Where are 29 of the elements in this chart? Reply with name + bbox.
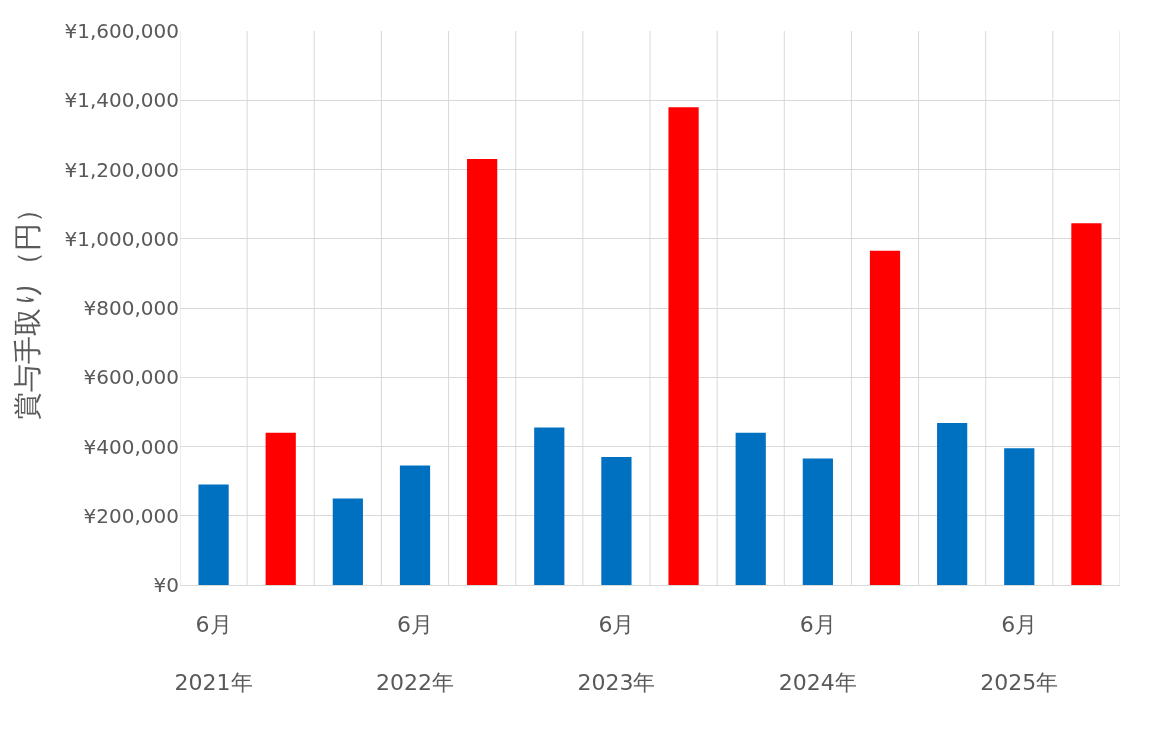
y-tick-label: ¥800,000	[83, 296, 179, 320]
category-label: 6月 2022年	[376, 612, 454, 695]
bar	[1004, 448, 1035, 585]
category-label: 6月 2024年	[778, 612, 857, 695]
y-tick-label: ¥200,000	[83, 503, 179, 528]
bar	[735, 432, 766, 585]
y-tick-label: ¥1,000,000	[64, 226, 179, 251]
y-tick-label: ¥1,400,000	[64, 88, 179, 113]
bar	[869, 250, 901, 585]
y-tick-label: ¥1,200,000	[64, 157, 179, 182]
bar	[332, 498, 363, 585]
bar	[937, 422, 968, 585]
bar	[601, 456, 632, 585]
bar	[399, 465, 431, 585]
bar	[198, 484, 229, 585]
bar	[467, 159, 498, 585]
bar	[265, 432, 296, 585]
category-label: 6月 2021年	[174, 612, 253, 695]
y-tick-label: ¥0	[153, 573, 179, 597]
bar	[802, 458, 833, 585]
category-label: 6月 2023年	[577, 612, 656, 695]
bar	[668, 107, 699, 585]
bar	[534, 427, 565, 585]
y-tick-label: ¥400,000	[83, 434, 179, 459]
bar	[1071, 223, 1102, 585]
y-axis-title: 賞与手取り（円）	[11, 195, 45, 421]
category-label: 6月 2025年	[980, 612, 1059, 695]
y-tick-label: ¥600,000	[83, 365, 179, 390]
y-tick-label: ¥1,600,000	[64, 19, 179, 43]
